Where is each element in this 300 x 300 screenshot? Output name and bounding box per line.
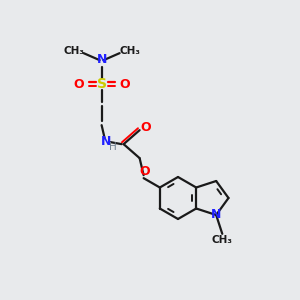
Text: S: S — [97, 77, 106, 91]
Text: O: O — [140, 121, 151, 134]
Text: CH₃: CH₃ — [63, 46, 84, 56]
Text: N: N — [211, 208, 221, 221]
Text: O: O — [119, 78, 130, 91]
Text: H: H — [109, 142, 116, 152]
Text: N: N — [100, 135, 111, 148]
Text: CH₃: CH₃ — [119, 46, 140, 56]
Text: O: O — [139, 165, 150, 178]
Text: N: N — [96, 53, 107, 66]
Text: CH₃: CH₃ — [212, 235, 233, 245]
Text: O: O — [73, 78, 84, 91]
